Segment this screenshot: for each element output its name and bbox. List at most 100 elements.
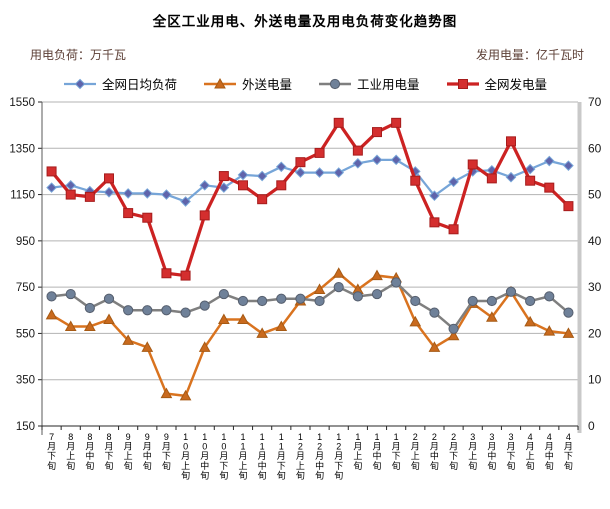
svg-text:中: 中 [258,460,267,471]
right-axis-tick-label: 50 [588,188,602,202]
svg-text:旬: 旬 [315,469,324,480]
left-axis-tick-label: 950 [16,236,35,248]
svg-text:月: 月 [315,451,324,461]
svg-text:中: 中 [430,450,439,461]
legend-item-4: 全网发电量 [446,74,548,93]
svg-text:4: 4 [528,432,533,442]
marker-circle [525,295,536,307]
svg-text:月: 月 [545,442,554,452]
marker-diamond [103,186,115,198]
svg-text:旬: 旬 [411,460,420,471]
svg-text:上: 上 [296,461,305,471]
marker-triangle [543,325,556,336]
marker-triangle [332,267,345,278]
marker-square [314,147,325,158]
marker-diamond [429,190,440,202]
svg-text:中: 中 [487,450,496,461]
marker-triangle [237,313,249,325]
svg-text:月: 月 [124,442,133,452]
svg-text:旬: 旬 [277,469,286,480]
svg-text:旬: 旬 [468,460,477,471]
marker-diamond [237,169,249,181]
marker-circle [84,302,95,314]
svg-text:1: 1 [279,432,284,442]
marker-diamond [256,170,268,182]
marker-circle [544,291,555,302]
svg-text:旬: 旬 [449,460,458,471]
svg-text:旬: 旬 [258,469,267,480]
svg-text:1: 1 [240,432,245,442]
series-line [50,121,570,278]
left-axis-tick-label: 1550 [9,97,35,109]
marker-circle [46,291,57,302]
marker-square [333,117,344,128]
svg-text:7: 7 [49,432,54,442]
svg-text:0: 0 [202,442,207,452]
svg-text:3: 3 [470,432,475,442]
svg-text:月: 月 [85,442,94,452]
svg-text:2: 2 [298,442,303,452]
right-axis-caption: 发用电量：亿千瓦时 [475,48,584,62]
svg-text:旬: 旬 [124,460,133,471]
svg-text:下: 下 [564,451,573,461]
svg-text:旬: 旬 [353,460,362,471]
marker-circle [257,295,268,307]
marker-square [276,180,287,191]
marker-square [410,175,421,186]
marker-square [563,201,574,212]
svg-text:上: 上 [526,451,535,461]
svg-text:月: 月 [449,442,458,452]
marker-circle [505,286,517,297]
svg-text:旬: 旬 [200,469,209,480]
svg-text:下: 下 [104,451,113,461]
right-axis-tick-label: 0 [588,419,595,433]
svg-text:旬: 旬 [181,469,190,480]
legend-item-1: 全网日均负荷 [63,74,177,93]
svg-text:月: 月 [200,451,209,461]
marker-diamond [505,171,517,183]
marker-triangle [428,341,441,352]
svg-text:旬: 旬 [143,460,152,471]
svg-text:0: 0 [221,442,226,452]
svg-text:下: 下 [47,451,56,461]
svg-text:8: 8 [68,432,73,442]
svg-text:月: 月 [162,442,171,452]
left-axis-tick-label: 350 [16,375,35,387]
marker-circle [391,277,402,288]
svg-text:1: 1 [336,432,341,442]
marker-circle [352,291,363,302]
marker-triangle [371,269,383,281]
legend-label: 全网发电量 [484,78,548,92]
marker-circle [103,293,115,304]
marker-square [218,171,229,182]
svg-text:旬: 旬 [506,460,515,471]
svg-text:3: 3 [489,432,494,442]
marker-square [295,157,306,168]
svg-text:1: 1 [221,432,226,442]
marker-triangle [214,77,226,88]
marker-diamond [275,161,287,173]
svg-text:上: 上 [468,451,477,461]
svg-text:月: 月 [143,442,152,452]
svg-text:上: 上 [238,461,247,471]
marker-triangle [122,334,134,345]
marker-triangle [179,389,192,401]
svg-text:9: 9 [126,432,131,442]
marker-square [429,217,440,228]
marker-circle [486,295,497,307]
marker-triangle [447,329,460,341]
svg-text:中: 中 [143,450,152,461]
marker-triangle [218,313,230,325]
marker-diamond [161,189,172,200]
marker-circle [65,288,76,300]
svg-text:4: 4 [566,432,571,442]
right-axis-tick-label: 20 [588,326,602,340]
svg-text:旬: 旬 [219,469,228,480]
svg-text:月: 月 [526,442,535,452]
